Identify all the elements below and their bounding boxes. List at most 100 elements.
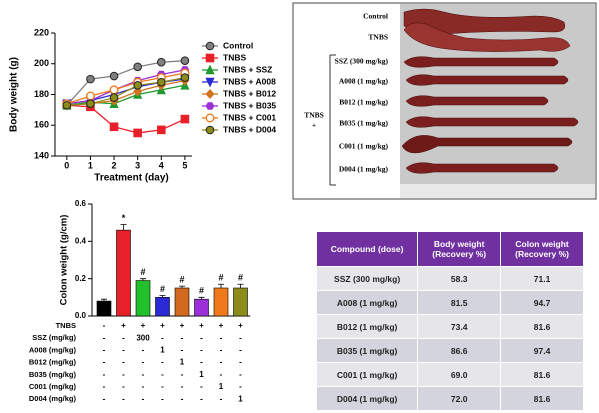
bar-annotation: # bbox=[160, 284, 165, 294]
photo-panel bbox=[292, 2, 597, 200]
treatment-label: B035 (mg/kg) bbox=[29, 370, 77, 379]
bar bbox=[135, 280, 151, 317]
treatment-cell: + bbox=[121, 321, 126, 330]
marker bbox=[180, 56, 190, 65]
table-cell: SSZ (300 mg/kg) bbox=[315, 266, 419, 291]
table-row: D004 (1 mg/kg) 72.0 81.6 bbox=[315, 386, 584, 411]
bar bbox=[174, 287, 190, 317]
treatment-label: SSZ (mg/kg) bbox=[32, 333, 76, 342]
marker bbox=[109, 93, 119, 102]
treatment-cell: - bbox=[122, 394, 125, 403]
table-cell: 69.0 bbox=[417, 362, 502, 387]
marker bbox=[109, 85, 119, 95]
treatment-cell: + bbox=[180, 321, 185, 330]
treatment-label: B012 (mg/kg) bbox=[29, 358, 77, 367]
header-cell: Compound (dose) bbox=[315, 231, 419, 267]
bar-annotation: * bbox=[122, 213, 126, 223]
x-axis-label: Treatment (day) bbox=[94, 173, 168, 184]
legend-label: TNBS + D004 bbox=[223, 124, 276, 134]
table-cell: 58.3 bbox=[417, 266, 502, 291]
bar bbox=[233, 287, 248, 317]
legend-label: TNBS bbox=[223, 52, 246, 62]
treatment-cell: - bbox=[161, 333, 164, 342]
table-cell: 71.1 bbox=[500, 266, 584, 291]
legend-marker bbox=[205, 88, 215, 100]
group-label: TNBS bbox=[304, 111, 324, 120]
treatment-cell: - bbox=[122, 346, 125, 355]
marker bbox=[156, 125, 166, 135]
photo-label: A008 (1 mg/kg) bbox=[339, 77, 389, 86]
table-cell: 73.4 bbox=[417, 314, 502, 339]
error-bar bbox=[218, 283, 224, 288]
marker bbox=[180, 73, 190, 82]
treatment-cell: - bbox=[220, 370, 223, 379]
treatment-cell: - bbox=[200, 346, 203, 355]
table-cell: D004 (1 mg/kg) bbox=[315, 386, 419, 411]
header-cell: Colon weight (Recovery %) bbox=[500, 231, 584, 267]
treatment-cell: 1 bbox=[219, 382, 224, 391]
treatment-cell: - bbox=[161, 394, 164, 403]
treatment-cell: - bbox=[122, 358, 125, 367]
treatment-cell: - bbox=[200, 382, 203, 391]
photo-label: D004 (1 mg/kg) bbox=[339, 165, 389, 174]
treatment-cell: - bbox=[142, 370, 145, 379]
treatment-cell: - bbox=[103, 358, 106, 367]
bar bbox=[213, 287, 229, 317]
treatment-label: TNBS bbox=[56, 321, 76, 330]
error-bar bbox=[101, 298, 107, 302]
x-tick-label: 2 bbox=[112, 160, 117, 170]
treatment-cell: + bbox=[160, 321, 165, 330]
treatment-cell: - bbox=[161, 370, 164, 379]
y-tick-label: 160 bbox=[34, 120, 49, 130]
treatment-cell: - bbox=[103, 346, 106, 355]
y-tick-label: 220 bbox=[34, 27, 49, 37]
y-tick-label: 140 bbox=[34, 150, 49, 160]
x-tick-label: 5 bbox=[182, 160, 187, 170]
treatment-cell: - bbox=[103, 394, 106, 403]
treatment-cell: + bbox=[238, 321, 243, 330]
y-tick-label: 200 bbox=[34, 58, 49, 68]
data-table: Compound (dose) Body weight (Recovery %) C… bbox=[315, 231, 584, 411]
marker bbox=[133, 80, 142, 90]
treatment-cell: - bbox=[103, 370, 106, 379]
table-cell: B035 (1 mg/kg) bbox=[315, 338, 419, 363]
x-tick-label: 1 bbox=[88, 160, 93, 170]
marker bbox=[109, 71, 119, 81]
treatment-cell: - bbox=[161, 358, 164, 367]
legend-marker bbox=[205, 113, 215, 123]
treatment-cell: - bbox=[181, 394, 184, 403]
marker bbox=[109, 122, 119, 132]
table-cell: B012 (1 mg/kg) bbox=[315, 314, 419, 339]
marker bbox=[86, 74, 95, 84]
y-tick-label: 0.4 bbox=[75, 236, 87, 245]
photo-label: SSZ (300 mg/kg) bbox=[335, 57, 389, 66]
marker bbox=[180, 114, 190, 124]
x-tick-label: 3 bbox=[135, 160, 140, 170]
error-bar bbox=[198, 296, 205, 300]
legend-label: TNBS + B035 bbox=[223, 100, 276, 110]
photo-label: B012 (1 mg/kg) bbox=[339, 98, 388, 107]
bar bbox=[96, 300, 112, 317]
y-axis-label: Colon weight (g/cm) bbox=[59, 215, 70, 306]
legend-marker bbox=[205, 41, 215, 51]
treatment-cell: - bbox=[239, 370, 242, 379]
error-bar bbox=[140, 278, 146, 281]
marker bbox=[156, 77, 166, 87]
treatment-cell: - bbox=[103, 382, 106, 391]
treatment-cell: - bbox=[103, 321, 106, 330]
bar-annotation: # bbox=[140, 267, 145, 277]
treatment-cell: - bbox=[122, 382, 125, 391]
legend-marker bbox=[205, 53, 215, 63]
treatment-cell: - bbox=[239, 382, 242, 391]
table-cell: 81.6 bbox=[500, 386, 584, 411]
x-tick-label: 4 bbox=[159, 160, 164, 170]
treatment-cell: + bbox=[219, 321, 224, 330]
treatment-cell: - bbox=[239, 333, 242, 342]
table-row: B012 (1 mg/kg) 73.4 81.6 bbox=[315, 314, 584, 339]
error-bar bbox=[120, 224, 127, 231]
marker bbox=[133, 128, 142, 138]
treatment-label: C001 (mg/kg) bbox=[29, 382, 77, 391]
marker bbox=[156, 57, 166, 67]
x-tick-label: 0 bbox=[64, 160, 69, 170]
legend-marker bbox=[205, 77, 215, 88]
